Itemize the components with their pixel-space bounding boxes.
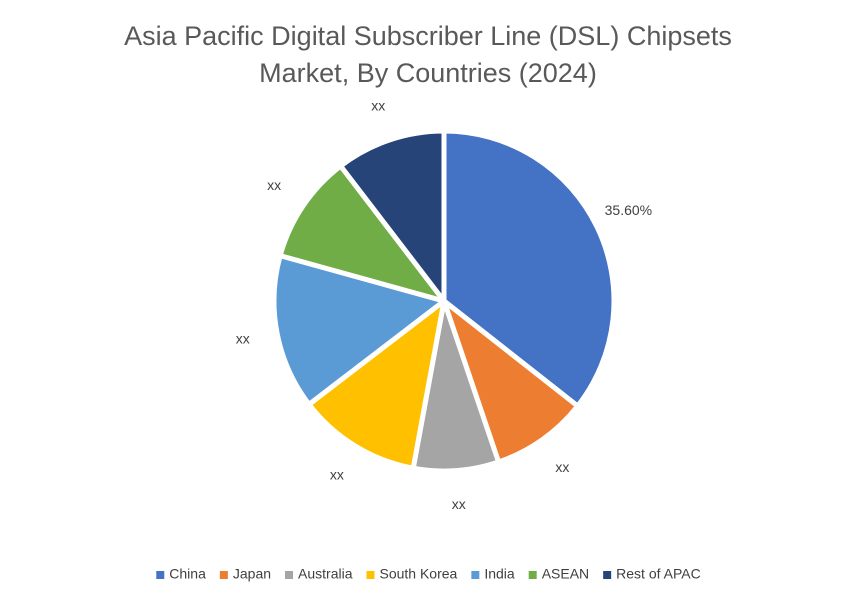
pie-slice <box>441 298 581 465</box>
legend-swatch <box>471 571 480 579</box>
legend-swatch <box>156 571 165 579</box>
pie-slice <box>441 128 617 409</box>
legend-swatch <box>219 571 228 579</box>
legend-label: India <box>484 566 515 582</box>
legend-swatch <box>528 571 537 579</box>
legend-label: South Korea <box>379 566 457 582</box>
chart-title: Asia Pacific Digital Subscriber Line (DS… <box>124 21 732 88</box>
legend-label: China <box>169 566 206 582</box>
legend: China Japan Australia South Korea India ASEAN… <box>156 566 701 582</box>
data-label: xx <box>330 466 344 482</box>
legend-item: Japan <box>219 566 271 582</box>
data-label: xx <box>371 98 385 114</box>
legend-swatch <box>366 571 375 579</box>
data-label: xx <box>236 331 250 347</box>
legend-swatch <box>285 571 294 579</box>
legend-label: Rest of APAC <box>616 566 701 582</box>
legend-item: Australia <box>285 566 353 582</box>
legend-label: ASEAN <box>542 566 589 582</box>
legend-item: ASEAN <box>528 566 589 582</box>
legend-item: India <box>471 566 515 582</box>
legend-label: Australia <box>298 566 353 582</box>
data-label: xx <box>267 177 281 193</box>
legend-item: Rest of APAC <box>603 566 701 582</box>
data-label: xx <box>555 459 569 475</box>
pie-slice <box>271 253 447 407</box>
pie-slice <box>277 163 447 304</box>
legend-swatch <box>603 571 612 579</box>
data-label: 35.60% <box>605 202 652 218</box>
legend-label: Japan <box>233 566 271 582</box>
legend-item: China <box>156 566 206 582</box>
pie-slice <box>306 298 447 471</box>
data-label: xx <box>452 496 466 512</box>
pie-slice <box>338 128 447 304</box>
legend-item: South Korea <box>366 566 458 582</box>
